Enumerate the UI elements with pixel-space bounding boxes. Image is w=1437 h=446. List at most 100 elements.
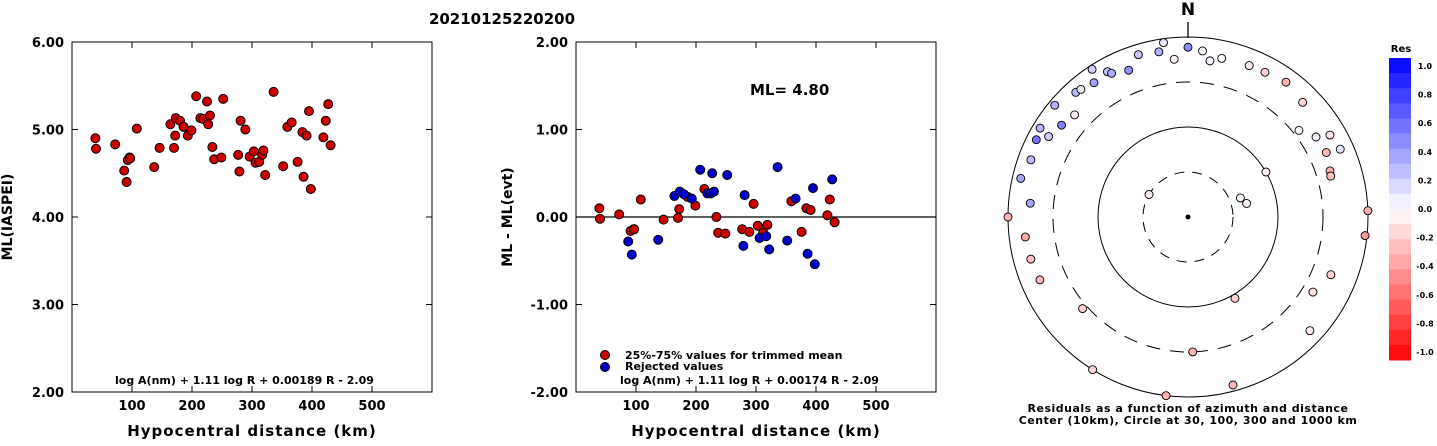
colorbar-cell: [1389, 73, 1411, 89]
left-point: [131, 123, 142, 134]
left-point: [240, 124, 251, 135]
polar-point: [1107, 68, 1117, 78]
left-point: [154, 142, 165, 153]
left-point: [292, 156, 303, 167]
polar-point: [1188, 347, 1198, 357]
left-point: [301, 130, 312, 141]
polar-point: [1169, 54, 1179, 64]
colorbar-tick-label: 0.0: [1418, 205, 1433, 214]
polar-point: [1228, 380, 1238, 390]
middle-x-label: Hypocentral distance (km): [631, 422, 881, 440]
middle-point: [673, 212, 683, 223]
middle-point: [772, 162, 783, 173]
middle-point: [782, 235, 793, 246]
middle-point: [711, 212, 722, 222]
ml-annotation: ML= 4.80: [750, 81, 829, 99]
polar-point: [1020, 232, 1030, 242]
left-point: [216, 152, 227, 163]
middle-point: [805, 205, 816, 215]
colorbar-cell: [1389, 118, 1411, 134]
colorbar-title: Res: [1391, 44, 1411, 55]
polar-point: [1044, 132, 1054, 141]
polar-point: [1088, 365, 1098, 375]
colorbar-cell: [1389, 163, 1411, 180]
left-point: [278, 161, 289, 172]
polar-point: [1360, 231, 1370, 241]
left-point: [203, 119, 214, 130]
left-point: [268, 86, 279, 97]
polar-point: [1183, 42, 1193, 52]
colorbar-cell: [1389, 314, 1411, 331]
left-x-tick-label: 500: [358, 399, 385, 414]
left-point: [170, 130, 181, 141]
left-x-tick-label: 400: [298, 399, 325, 414]
polar-point: [1035, 275, 1045, 285]
left-y-tick-label: 5.00: [32, 124, 64, 139]
left-point: [260, 170, 271, 180]
middle-point: [686, 193, 697, 204]
middle-point: [614, 209, 625, 220]
colorbar-cell: [1389, 148, 1411, 165]
polar-point: [1050, 100, 1060, 110]
middle-point: [629, 224, 640, 235]
left-point: [298, 171, 309, 182]
middle-point: [674, 204, 685, 215]
left-point: [186, 125, 197, 136]
polar-point: [1133, 50, 1143, 60]
left-y-tick-label: 6.00: [32, 36, 64, 51]
middle-y-tick-label: -1.00: [531, 299, 568, 314]
colorbar-cell: [1389, 178, 1411, 195]
left-point: [207, 142, 218, 152]
polar-point: [1087, 64, 1097, 74]
colorbar-cell: [1389, 58, 1411, 74]
middle-y-tick-label: -2.00: [531, 386, 568, 401]
legend-label-trimmed: 25%-75% values for trimmed mean: [625, 349, 842, 362]
polar-point: [1311, 132, 1321, 142]
colorbar-tick-label: -1.0: [1416, 348, 1434, 357]
polar-point: [1154, 47, 1164, 57]
middle-formula: log A(nm) + 1.11 log R + 0.00174 R - 2.0…: [620, 374, 879, 387]
left-point: [205, 110, 215, 121]
polar-point: [1144, 190, 1154, 199]
middle-point: [626, 249, 637, 260]
middle-point: [653, 234, 664, 245]
left-x-tick-label: 100: [118, 399, 145, 414]
middle-point: [802, 248, 813, 259]
polar-point: [1294, 125, 1304, 135]
colorbar-cell: [1389, 88, 1411, 104]
left-point: [304, 106, 314, 117]
middle-point: [707, 168, 718, 179]
polar-point: [1260, 67, 1270, 77]
polar-point: [1003, 212, 1013, 222]
polar-point: [1325, 130, 1335, 140]
middle-point: [709, 186, 719, 197]
polar-point: [1025, 198, 1035, 208]
middle-x-tick-label: 200: [682, 399, 709, 414]
polar-point: [1035, 123, 1045, 133]
polar-point: [1057, 120, 1067, 130]
middle-point: [658, 214, 669, 225]
colorbar-tick-label: -0.4: [1416, 262, 1434, 271]
left-point: [91, 143, 101, 154]
polar-point: [1078, 304, 1088, 314]
left-point: [125, 153, 136, 164]
polar-point: [1326, 171, 1336, 181]
left-point: [320, 115, 331, 126]
middle-y-label: ML - ML(evt): [500, 167, 516, 266]
left-point: [286, 117, 297, 128]
middle-point: [695, 164, 706, 175]
colorbar: Res 1.0 0.8 0.6 0.4 0.2 0.0 -0.2 -0.4 -0.6 -0.8 -1…: [1389, 44, 1434, 361]
colorbar-cell: [1389, 103, 1411, 119]
middle-point: [679, 189, 689, 200]
left-formula: log A(nm) + 1.11 log R + 0.00189 R - 2.0…: [115, 374, 374, 387]
left-point: [248, 146, 259, 157]
middle-point: [790, 193, 801, 204]
colorbar-tick-label: 1.0: [1418, 62, 1433, 71]
polar-point: [1281, 77, 1291, 87]
middle-point: [808, 183, 818, 194]
middle-point: [764, 244, 775, 255]
left-panel: 100 200 300 400 500 2.00 3.00 4.00 5.00 6.00 log …: [0, 36, 433, 440]
colorbar-cell: [1389, 299, 1411, 316]
polar-point: [1298, 97, 1308, 107]
